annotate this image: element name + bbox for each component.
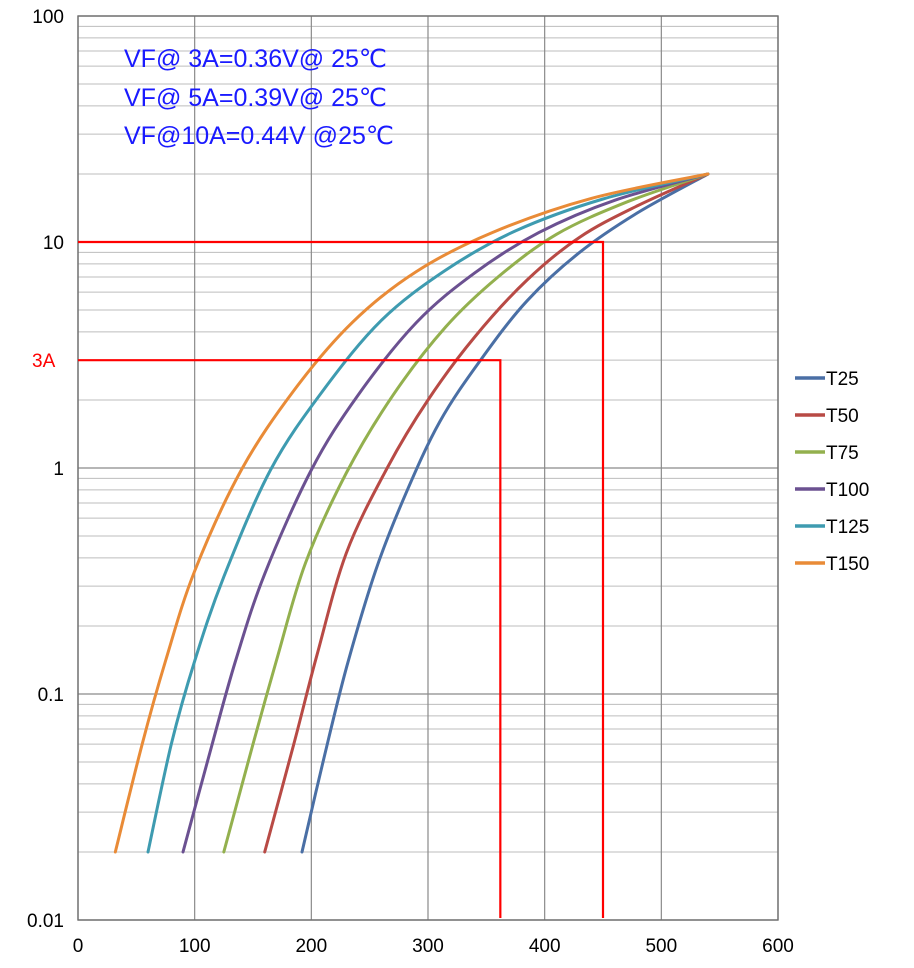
series-lines	[113, 172, 710, 854]
x-tick-label: 200	[295, 936, 327, 957]
legend: T25 T50 T75 T100 T125 T150	[795, 369, 869, 575]
y-tick-label: 10	[43, 233, 64, 254]
series-line-t75	[222, 172, 710, 854]
legend-label-t125: T125	[826, 517, 869, 538]
series-line-t150	[113, 172, 710, 854]
x-tick-labels: 0 100 200 300 400 500 600	[73, 936, 794, 957]
legend-label-t25: T25	[826, 369, 859, 390]
annotation-5a: VF@ 5A=0.39V@ 25℃	[124, 84, 387, 112]
legend-label-t50: T50	[826, 406, 859, 427]
annotation-3a: VF@ 3A=0.36V@ 25℃	[124, 45, 387, 73]
legend-label-t100: T100	[826, 480, 869, 501]
y-tick-label: 0.01	[27, 911, 64, 932]
y-tick-label: 0.1	[38, 685, 64, 706]
x-tick-label: 300	[412, 936, 444, 957]
marker-label-3a: 3A	[32, 351, 56, 372]
y-tick-labels: 0.01 0.1 1 10 100	[27, 7, 64, 932]
x-tick-label: 600	[762, 936, 794, 957]
series-line-t50	[263, 172, 710, 854]
legend-label-t150: T150	[826, 554, 869, 575]
series-line-t125	[146, 172, 710, 854]
annotation-10a: VF@10A=0.44V @25℃	[124, 122, 394, 150]
x-tick-label: 0	[73, 936, 84, 957]
series-line-t100	[181, 172, 710, 854]
y-tick-label: 100	[32, 7, 64, 28]
marker-3a	[78, 359, 502, 918]
x-tick-label: 400	[529, 936, 561, 957]
series-line-t25	[300, 172, 710, 854]
marker-10a	[78, 240, 605, 918]
marker-lines	[78, 240, 605, 918]
x-tick-label: 100	[179, 936, 211, 957]
annotations: VF@ 3A=0.36V@ 25℃ VF@ 5A=0.39V@ 25℃ VF@1…	[124, 45, 394, 150]
legend-label-t75: T75	[826, 443, 859, 464]
plot-frame	[77, 15, 779, 921]
x-tick-label: 500	[645, 936, 677, 957]
y-tick-label: 1	[53, 459, 64, 480]
